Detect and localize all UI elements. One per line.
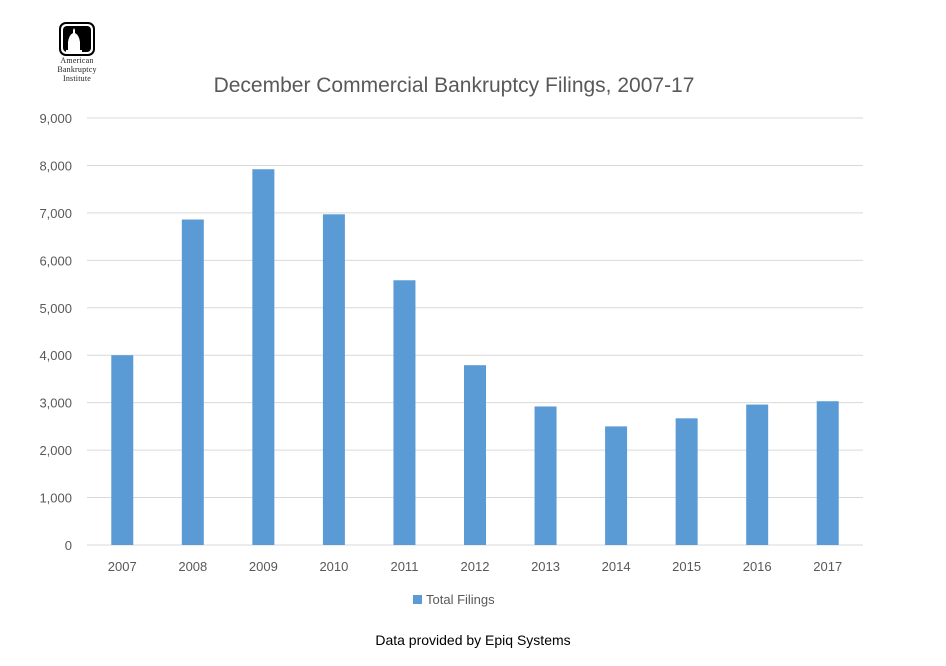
bars [111,169,839,546]
data-source-note: Data provided by Epiq Systems [375,632,571,648]
legend-label: Total Filings [426,592,495,607]
bar-2007 [111,355,134,545]
y-tick-label: 3,000 [39,396,72,411]
bar-2012 [464,365,486,545]
chart-title: December Commercial Bankruptcy Filings, … [214,74,695,97]
bar-2017 [816,401,839,545]
y-tick-label: 1,000 [39,491,72,506]
x-tick-label: 2015 [672,559,701,574]
x-axis-tick-labels: 2007 2008 2009 2010 2011 2012 2013 2014 2015 2016… [108,559,842,574]
bar-2010 [322,214,345,545]
y-tick-label: 8,000 [39,158,72,173]
bar-2013 [534,406,557,545]
bar-chart: December Commercial Bankruptcy Filings, … [39,74,863,607]
gridlines [87,117,863,546]
abi-logo: American Bankruptcy Institute [44,22,110,83]
bar-2016 [746,404,769,545]
y-tick-label: 7,000 [39,206,72,221]
y-tick-label: 0 [65,538,72,553]
x-tick-label: 2007 [108,559,137,574]
y-tick-label: 9,000 [39,111,72,126]
bar-2009 [252,169,275,546]
x-tick-label: 2010 [319,559,348,574]
bar-2014 [605,426,628,545]
x-tick-label: 2013 [531,559,560,574]
x-tick-label: 2011 [390,559,418,574]
y-tick-label: 5,000 [39,301,72,316]
logo-text-line-2: Bankruptcy [57,65,97,74]
capitol-dome-icon [59,22,95,56]
x-tick-label: 2017 [813,559,842,574]
legend-swatch [413,595,422,604]
logo-text-line-1: American [60,56,94,65]
x-tick-label: 2012 [461,559,490,574]
x-tick-label: 2008 [178,559,207,574]
y-tick-label: 4,000 [39,348,72,363]
x-tick-label: 2016 [743,559,772,574]
y-tick-label: 6,000 [39,253,72,268]
bar-2015 [675,418,698,545]
legend: Total Filings [413,592,495,607]
bar-2011 [393,280,416,545]
logo-text-line-3: Institute [62,74,92,83]
y-axis-tick-labels: 0 1,000 2,000 3,000 4,000 5,000 6,000 7,000 8,00… [39,111,72,553]
x-tick-label: 2014 [602,559,631,574]
y-tick-label: 2,000 [39,443,72,458]
x-tick-label: 2009 [249,559,278,574]
bar-2008 [181,219,204,545]
